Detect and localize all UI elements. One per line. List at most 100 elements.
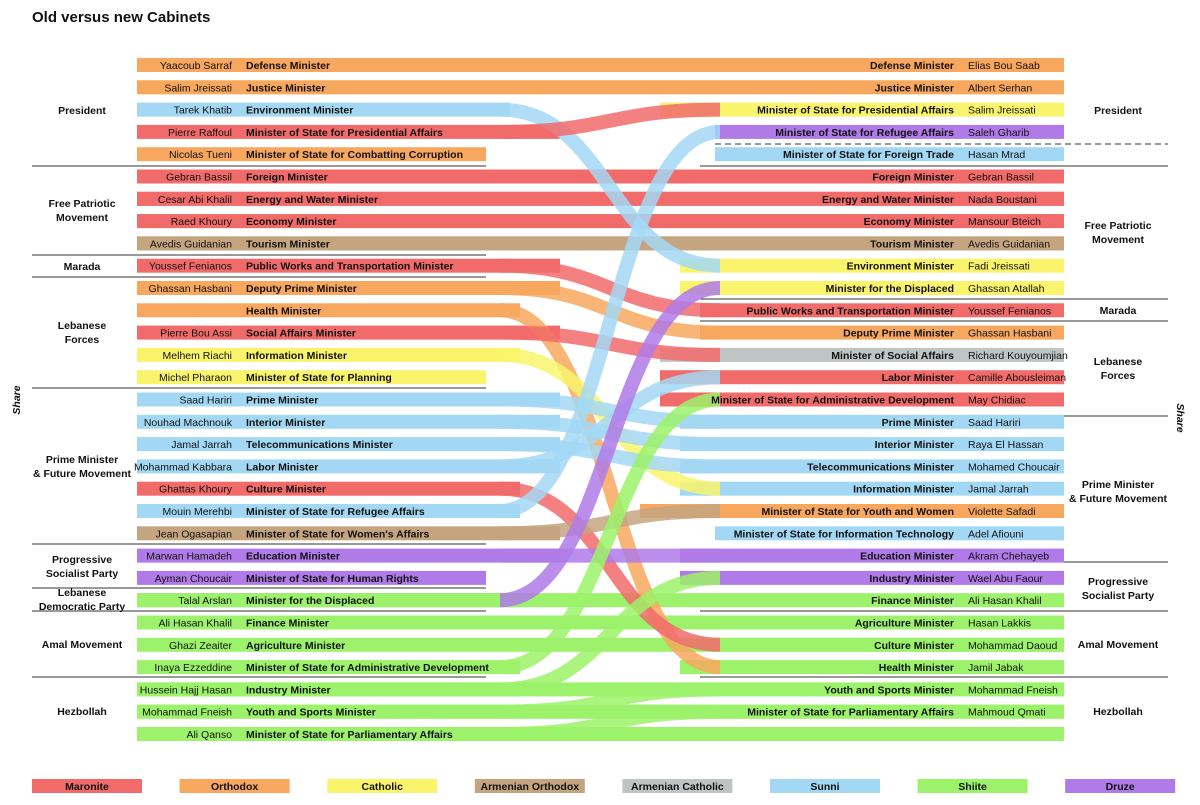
new-bar-20 (640, 504, 1064, 518)
flow-ribbon-7 (499, 392, 721, 429)
old-minister-name: Tarek Khatib (174, 105, 233, 117)
old-minister-name: Yaacoub Sarraf (160, 60, 232, 72)
old-minister-name: Mohammad Fneish (142, 707, 232, 719)
new-ministry-post: Justice Minister (875, 82, 954, 94)
old-party-label: Marada (64, 261, 101, 273)
new-party-label: Hezbollah (1093, 706, 1143, 718)
flow-ribbon-15 (499, 281, 721, 608)
legend-label: Orthodox (211, 781, 258, 793)
new-minister-name: Mohammad Fneish (968, 684, 1058, 696)
new-bar-2 (660, 102, 1064, 117)
old-ministry-post: Public Works and Transportation Minister (246, 261, 454, 273)
new-minister-name: Mohamed Choucair (968, 461, 1060, 473)
new-bar-10 (680, 281, 1064, 295)
chart-title: Old versus new Cabinets (32, 9, 210, 26)
new-bar-23 (680, 570, 1064, 585)
legend-label: Armenian Catholic (631, 781, 724, 793)
old-ministry-post: Finance Minister (246, 618, 329, 630)
old-ministry-post: Industry Minister (246, 684, 331, 696)
legend-swatch (32, 779, 142, 793)
new-party-label: Marada (1100, 305, 1137, 317)
new-minister-name: Hasan Lakkis (968, 618, 1031, 630)
new-bar-12 (700, 325, 1064, 340)
new-minister-name: May Chidiac (968, 395, 1026, 407)
old-bar-4 (137, 147, 486, 162)
new-ministry-post: Information Minister (853, 484, 954, 496)
old-party-label: & Future Movement (33, 468, 132, 480)
old-bar-10 (137, 281, 560, 295)
old-ministry-post: Interior Minister (246, 417, 325, 429)
flow-ribbon-19 (499, 704, 721, 741)
new-minister-name: Jamil Jabak (968, 662, 1024, 674)
new-minister-name: Saleh Gharib (968, 127, 1029, 139)
new-ministry-post: Health Minister (879, 662, 954, 674)
old-bar-27 (137, 660, 520, 675)
new-ministry-post: Foreign Minister (872, 172, 954, 184)
new-minister-name: Fadi Jreissati (968, 261, 1030, 273)
old-bar-20 (137, 504, 520, 518)
old-ministry-post: Defense Minister (246, 60, 330, 72)
new-minister-name: Avedis Guidanian (968, 238, 1050, 250)
new-party-label: Free Patriotic (1084, 220, 1151, 232)
old-bar-3 (137, 124, 560, 139)
old-ministry-post: Minister of State for Combatting Corrupt… (246, 149, 463, 161)
old-bar-22 (137, 548, 560, 563)
new-bar-8 (137, 236, 1064, 251)
new-bar-24 (137, 593, 1064, 608)
legend: Maronite Orthodox Catholic Armenian Orthodo… (32, 779, 1176, 793)
old-minister-name: Ghazi Zeaiter (169, 640, 233, 652)
old-minister-name: Jean Ogasapian (156, 528, 233, 540)
new-bar-25 (137, 615, 1064, 630)
old-bar-21 (137, 526, 560, 541)
new-bar-7 (137, 214, 1064, 229)
new-ministry-post: Minister of State for Youth and Women (761, 506, 954, 518)
new-minister-name: Jamal Jarrah (968, 484, 1029, 496)
new-minister-name: Violette Safadi (968, 506, 1036, 518)
legend-swatch (474, 779, 585, 793)
new-bar-9 (680, 258, 1064, 273)
new-bar-15 (660, 392, 1064, 407)
old-ministry-post: Telecommunications Minister (246, 439, 393, 451)
new-bar-14 (660, 370, 1064, 385)
old-minister-name: Jamal Jarrah (171, 439, 232, 451)
new-minister-name: Youssef Fenianos (968, 305, 1051, 317)
old-minister-name: Nouhad Machnouk (144, 417, 233, 429)
new-ministry-post: Defense Minister (870, 60, 954, 72)
new-ministry-post: Minister of State for Refugee Affairs (775, 127, 954, 139)
legend-swatch (770, 779, 880, 793)
new-ministry-post: Youth and Sports Minister (824, 684, 954, 696)
old-minister-name: Ghassan Hasbani (149, 283, 232, 295)
old-ministry-post: Youth and Sports Minister (246, 707, 376, 719)
new-bar-13 (660, 347, 1064, 362)
old-party-label: Prime Minister (46, 454, 118, 466)
share-label-right: Share (1174, 403, 1186, 432)
old-bar-11 (137, 303, 520, 318)
old-bar-30 (137, 727, 1064, 741)
new-minister-name: Mohammad Daoud (968, 640, 1057, 652)
legend-label: Catholic (361, 781, 403, 793)
old-minister-name: Ghattas Khoury (159, 484, 233, 496)
new-bar-1 (137, 80, 1064, 95)
new-ministry-post: Deputy Prime Minister (843, 328, 954, 340)
new-minister-name: Saad Hariri (968, 417, 1021, 429)
old-party-label: Forces (65, 334, 100, 346)
old-ministry-post: Minister of State for Refugee Affairs (246, 506, 425, 518)
old-ministry-post: Minister of State for Women's Affairs (246, 528, 430, 540)
legend-label: Shiite (958, 781, 987, 793)
old-party-label: Lebanese (58, 320, 107, 332)
old-minister-name: Youssef Fenianos (149, 261, 232, 273)
old-ministry-post: Minister of State for Human Rights (246, 573, 419, 585)
new-bar-17 (680, 437, 1064, 452)
old-minister-name: Saad Hariri (179, 395, 232, 407)
old-ministry-post: Tourism Minister (246, 238, 330, 250)
old-ministry-post: Agriculture Minister (246, 640, 345, 652)
old-ministry-post: Health Minister (246, 305, 321, 317)
old-party-label: Free Patriotic (48, 198, 115, 210)
old-bar-14 (137, 370, 486, 385)
new-bar-11 (700, 303, 1064, 318)
new-minister-name: Raya El Hassan (968, 439, 1043, 451)
flow-ribbon-17 (499, 570, 721, 697)
old-party-label: Progressive (52, 554, 112, 566)
old-minister-name: Pierre Raffoul (168, 127, 232, 139)
old-minister-name: Hussein Hajj Hasan (140, 684, 232, 696)
